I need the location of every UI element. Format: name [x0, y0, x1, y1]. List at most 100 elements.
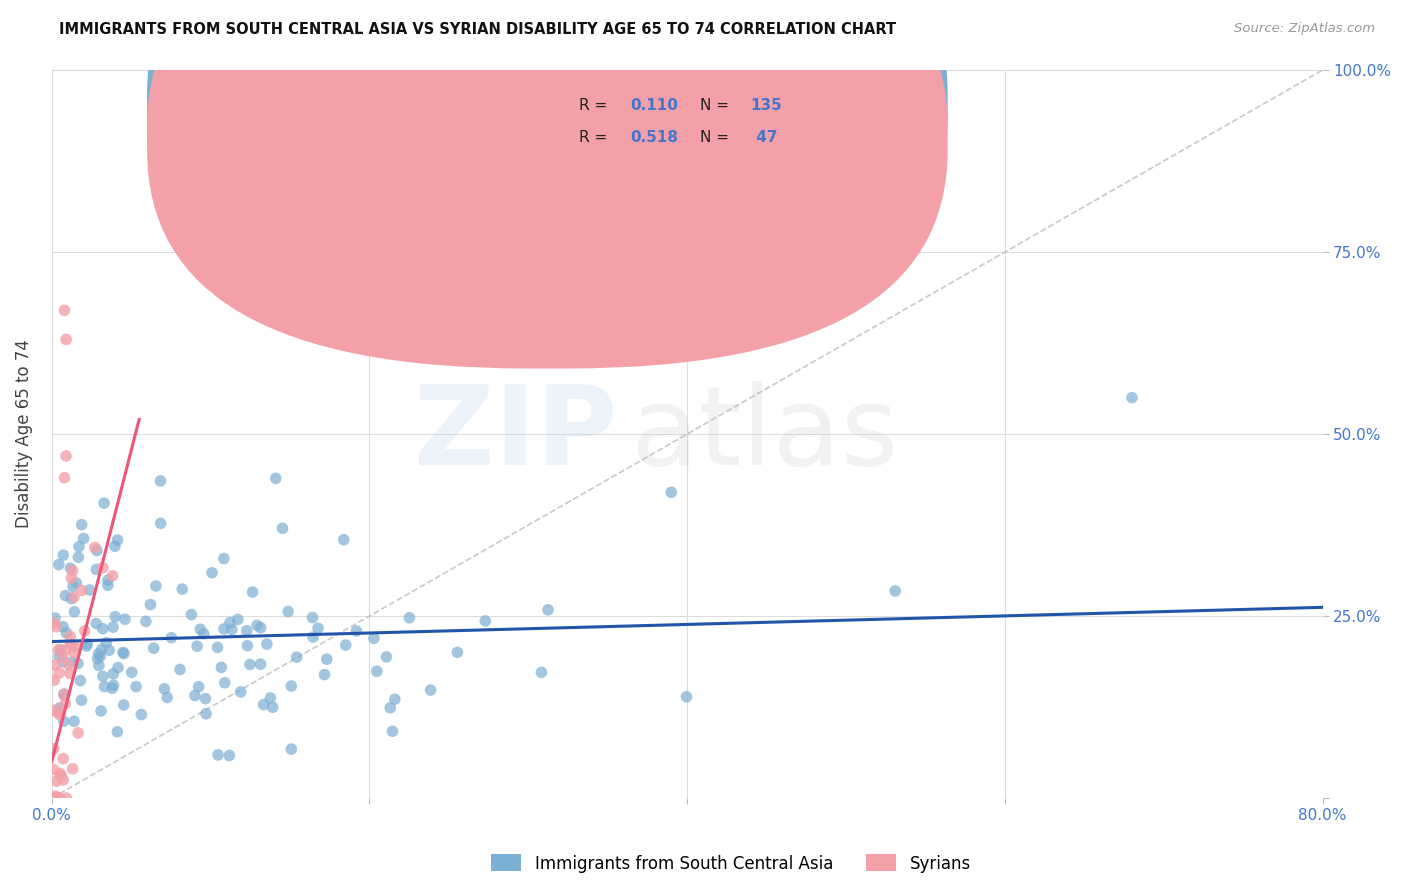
Point	[201, 566, 224, 580]
Point	[55, 589, 77, 603]
Point	[380, 700, 402, 714]
Point	[55, 625, 77, 640]
Point	[48, 701, 70, 715]
Point	[207, 640, 229, 655]
Point	[97, 573, 120, 587]
Point	[302, 630, 325, 644]
Point	[218, 748, 240, 763]
Point	[90, 642, 112, 657]
Point	[212, 622, 235, 636]
Text: IMMIGRANTS FROM SOUTH CENTRAL ASIA VS SYRIAN DISABILITY AGE 65 TO 74 CORRELATION: IMMIGRANTS FROM SOUTH CENTRAL ASIA VS SY…	[59, 22, 896, 37]
Point	[69, 673, 91, 688]
Point	[307, 621, 329, 635]
Point	[384, 692, 406, 706]
Point	[446, 645, 468, 659]
Point	[48, 665, 70, 680]
Point	[48, 642, 70, 657]
Point	[67, 657, 90, 671]
Point	[53, 687, 76, 701]
Point	[52, 620, 75, 634]
Point	[149, 516, 172, 531]
Point	[398, 611, 420, 625]
Text: 47: 47	[751, 130, 778, 145]
Point	[207, 747, 229, 762]
Point	[97, 578, 120, 592]
Point	[188, 622, 211, 636]
Point	[63, 714, 86, 729]
Point	[52, 752, 75, 766]
Point	[53, 471, 76, 485]
Point	[42, 615, 65, 630]
Point	[186, 639, 208, 653]
Point	[221, 623, 243, 637]
Point	[142, 641, 165, 656]
FancyBboxPatch shape	[148, 0, 948, 368]
Point	[101, 681, 124, 696]
Point	[332, 533, 354, 547]
Point	[236, 639, 259, 653]
Point	[42, 763, 65, 777]
Point	[70, 517, 93, 532]
Point	[60, 655, 83, 669]
Point	[93, 496, 115, 510]
Text: N =: N =	[700, 130, 734, 145]
Point	[474, 614, 496, 628]
Text: 135: 135	[751, 97, 783, 112]
Point	[63, 591, 86, 605]
Point	[48, 648, 70, 663]
Point	[55, 333, 77, 347]
FancyBboxPatch shape	[509, 81, 859, 165]
Point	[72, 532, 94, 546]
Point	[675, 690, 697, 704]
Point	[60, 591, 83, 606]
Point	[280, 679, 302, 693]
Point	[73, 624, 96, 638]
Point	[44, 658, 66, 673]
Point	[63, 645, 86, 659]
Point	[193, 627, 215, 641]
Point	[1121, 391, 1143, 405]
Point	[76, 639, 98, 653]
Point	[271, 521, 294, 535]
Point	[103, 666, 125, 681]
Text: 0.110: 0.110	[630, 97, 678, 112]
Point	[48, 558, 70, 572]
Point	[264, 471, 287, 485]
Point	[101, 620, 124, 634]
Point	[301, 610, 323, 624]
Point	[195, 706, 218, 721]
Point	[44, 611, 66, 625]
Point	[235, 624, 257, 638]
Point	[44, 673, 66, 688]
Point	[91, 560, 114, 574]
Point	[209, 660, 232, 674]
Point	[314, 667, 336, 681]
Point	[91, 622, 114, 636]
Point	[285, 650, 308, 665]
Point	[139, 598, 162, 612]
Point	[67, 540, 90, 554]
Point	[229, 685, 252, 699]
Y-axis label: Disability Age 65 to 74: Disability Age 65 to 74	[15, 340, 32, 528]
Point	[149, 474, 172, 488]
Text: ZIP: ZIP	[413, 381, 617, 488]
Point	[111, 645, 134, 659]
Point	[121, 665, 143, 680]
Point	[659, 485, 682, 500]
Point	[135, 615, 157, 629]
Point	[63, 605, 86, 619]
Point	[52, 688, 75, 702]
Point	[169, 663, 191, 677]
Point	[160, 631, 183, 645]
Point	[86, 651, 108, 665]
Text: R =: R =	[579, 130, 612, 145]
Point	[104, 539, 127, 553]
Point	[48, 707, 70, 722]
Point	[53, 689, 76, 703]
Point	[83, 541, 105, 555]
Point	[67, 550, 90, 565]
Point	[49, 642, 72, 657]
Point	[59, 666, 82, 681]
Point	[249, 621, 271, 635]
Point	[242, 585, 264, 599]
